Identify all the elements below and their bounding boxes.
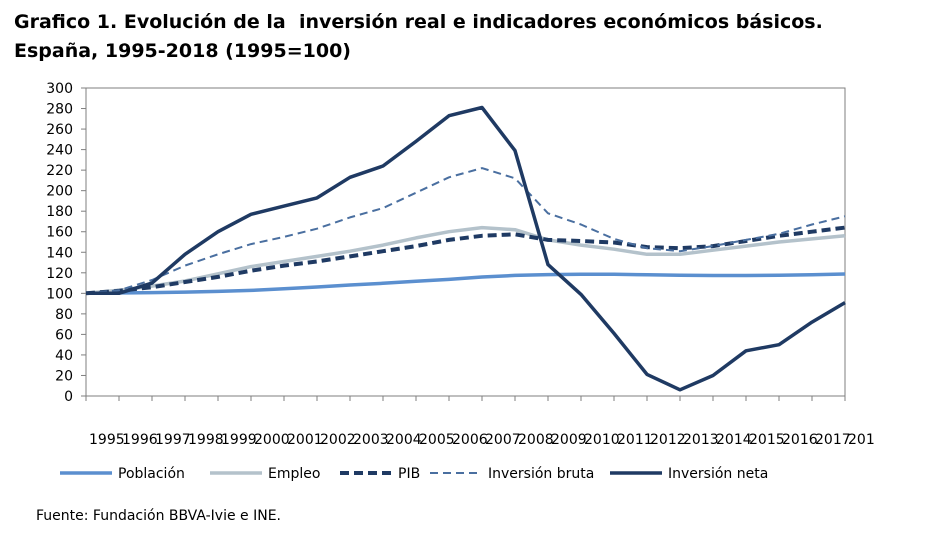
series-line-inversion-neta <box>86 105 846 392</box>
source-note: Fuente: Fundación BBVA-Ivie e INE. <box>36 508 281 524</box>
x-tick-label: 2005 <box>419 432 455 448</box>
x-tick-label: 2010 <box>584 432 620 448</box>
y-tick-label: 180 <box>46 204 73 220</box>
y-tick-label: 60 <box>55 327 73 343</box>
chart-title: Grafico 1. Evolución de la inversión rea… <box>14 8 934 66</box>
plot-border <box>85 87 846 397</box>
series-lines <box>85 105 846 392</box>
y-tick-label: 300 <box>46 81 73 97</box>
x-tick-label: 2006 <box>452 432 488 448</box>
x-tick-label: 2001 <box>287 432 323 448</box>
y-tick-label: 100 <box>46 286 73 302</box>
x-tick-label: 1995 <box>89 432 125 448</box>
x-tick-label: 2016 <box>782 432 818 448</box>
y-tick-label: 120 <box>46 266 73 282</box>
y-tick-label: 280 <box>46 102 73 118</box>
x-tick-label: 2004 <box>386 432 422 448</box>
x-tick-label: 1996 <box>122 432 158 448</box>
x-tick-label: 2015 <box>749 432 785 448</box>
y-tick-label: 140 <box>46 245 73 261</box>
y-tick-label: 20 <box>55 368 73 384</box>
legend-label: PIB <box>398 466 420 482</box>
x-tick-label: 2007 <box>485 432 521 448</box>
y-tick-label: 0 <box>64 389 73 405</box>
series-line-inversion-bruta <box>85 167 846 295</box>
y-axis: 0 20 40 60 80 100 120 140 160 180 200 220 240 260 280 3… <box>46 81 86 405</box>
y-tick-label: 240 <box>46 143 73 159</box>
x-axis: 1995199619971998199920002001200220032004… <box>85 396 875 448</box>
x-tick-label: 2017 <box>815 432 851 448</box>
y-tick-label: 160 <box>46 225 73 241</box>
x-tick-label: 1999 <box>221 432 257 448</box>
x-tick-label: 2003 <box>353 432 389 448</box>
y-tick-label: 260 <box>46 122 73 138</box>
x-tick-label: 1997 <box>155 432 191 448</box>
x-tick-label: 2014 <box>716 432 752 448</box>
legend-label: Inversión neta <box>668 466 768 482</box>
legend-label: Población <box>118 466 185 482</box>
plot-area <box>85 87 846 397</box>
y-tick-label: 80 <box>55 307 73 323</box>
legend: Población Empleo PIB Inversión bruta Inversi… <box>60 466 768 482</box>
series-line-empleo <box>85 225 846 296</box>
x-tick-label: 2009 <box>551 432 587 448</box>
x-tick-label: 2011 <box>617 432 653 448</box>
x-tick-label: 201 <box>848 432 875 448</box>
x-tick-label: 2012 <box>650 432 686 448</box>
x-tick-label: 1998 <box>188 432 224 448</box>
y-tick-label: 40 <box>55 348 73 364</box>
x-tick-label: 2013 <box>683 432 719 448</box>
title-line-2: España, 1995-2018 (1995=100) <box>14 40 351 62</box>
x-tick-label: 2000 <box>254 432 290 448</box>
title-line-1: Grafico 1. Evolución de la inversión rea… <box>14 11 823 33</box>
x-tick-label: 2002 <box>320 432 356 448</box>
legend-label: Empleo <box>268 466 320 482</box>
x-tick-label: 2008 <box>518 432 554 448</box>
y-tick-label: 220 <box>46 163 73 179</box>
legend-label: Inversión bruta <box>488 466 594 482</box>
series-line-poblacion <box>85 272 846 296</box>
y-tick-label: 200 <box>46 184 73 200</box>
